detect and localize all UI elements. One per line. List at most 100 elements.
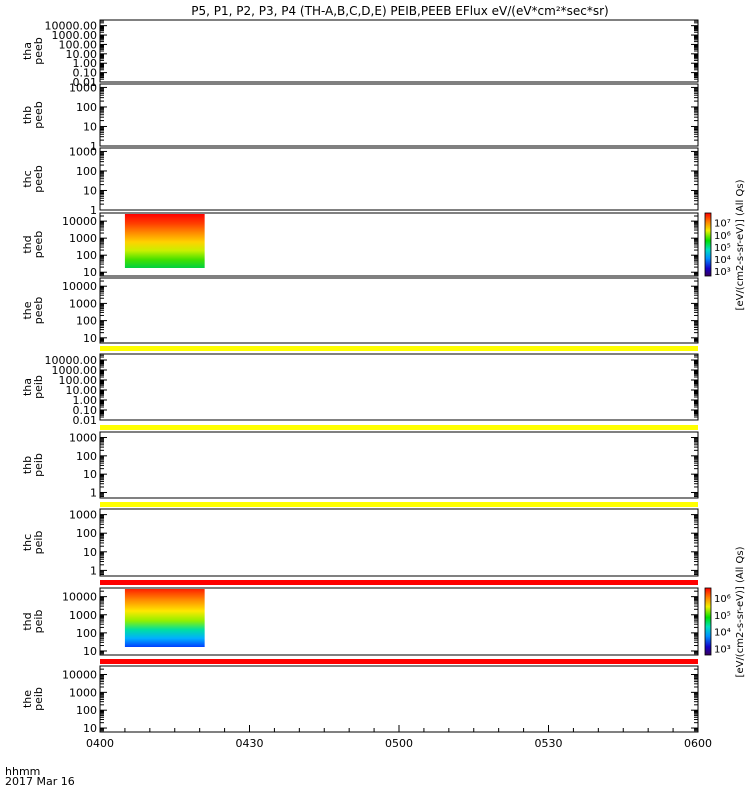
y-tick-label: 100 (76, 249, 97, 262)
y-tick-label: 0.10 (73, 67, 98, 80)
panel-frame (99, 431, 699, 499)
y-tick-label: 10 (83, 120, 97, 133)
panel-product-label: peeb (32, 297, 45, 325)
colorbar-label: [eV/(cm2-s-sr-eV)] (All Qs) (735, 179, 746, 310)
panel-frame (99, 277, 699, 344)
y-tick-label: 10000 (62, 215, 97, 228)
date-label: 2017 Mar 16 (5, 775, 75, 788)
y-tick-label: 1000 (69, 145, 97, 158)
colorbar-tick-label: 10⁵ (714, 611, 731, 622)
y-tick-label: 10 (83, 332, 97, 345)
colorbar-gradient (704, 212, 712, 277)
y-tick-label: 10 (83, 266, 97, 279)
y-tick-label: 1000.00 (52, 364, 98, 377)
colorbar-tick-label: 10⁶ (714, 594, 731, 605)
figure-title: P5, P1, P2, P3, P4 (TH-A,B,C,D,E) PEIB,P… (191, 4, 608, 18)
panel-frame (99, 83, 699, 147)
y-tick-label: 1000 (69, 81, 97, 94)
x-tick-label: 0430 (236, 737, 264, 750)
x-tick-label: 0530 (535, 737, 563, 750)
y-tick-label: 10000 (62, 669, 97, 682)
flag-bar (100, 659, 698, 664)
y-tick-label: 100 (76, 627, 97, 640)
panel-product-label: peib (32, 687, 45, 711)
colorbar: 10⁶ 10⁵ 10⁴ 10³ [eV/(cm2-s-sr-eV)] (All Qs) (704, 546, 746, 677)
y-tick-label: 10 (83, 722, 97, 735)
y-tick-label: 10000.00 (45, 20, 98, 33)
y-tick-label: 100.00 (59, 374, 98, 387)
y-tick-label: 10000 (62, 280, 97, 293)
y-tick-label: 10.00 (66, 48, 98, 61)
panel-product-label: peeb (32, 231, 45, 259)
y-tick-label: 1000 (69, 297, 97, 310)
panel-frame (99, 19, 699, 83)
flag-bar (100, 346, 698, 351)
panel-stack: 10000.001000.00100.0010.001.000.100.01th… (21, 19, 699, 735)
colorbar-tick-label: 10³ (714, 267, 731, 278)
y-tick-label: 1000 (69, 509, 97, 522)
y-tick-label: 1 (90, 564, 97, 577)
y-tick-label: 10 (83, 645, 97, 658)
panel-frame (99, 147, 699, 211)
y-tick-label: 1 (90, 486, 97, 499)
colorbar-tick-label: 10⁵ (714, 243, 731, 254)
y-tick-label: 1000 (69, 432, 97, 445)
colorbar-tick-label: 10⁶ (714, 231, 731, 242)
x-axis-label: hhmm (5, 765, 40, 778)
panel-product-label: peeb (32, 101, 45, 129)
panel-probe-label: thb (21, 106, 34, 124)
y-tick-label: 1000 (69, 609, 97, 622)
y-tick-label: 10000.00 (45, 354, 98, 367)
panel-product-label: peib (32, 531, 45, 555)
panel-product-label: peib (32, 375, 45, 399)
panel-probe-label: tha (21, 42, 34, 60)
spectrogram-block (124, 589, 205, 647)
y-tick-label: 100.00 (59, 38, 98, 51)
y-tick-label: 1 (90, 140, 97, 153)
flag-bar (100, 580, 698, 585)
y-tick-label: 10 (83, 546, 97, 559)
time-axis: 0400 0430 0500 0530 0600 (86, 725, 712, 750)
y-tick-label: 0.01 (73, 76, 98, 89)
panel-probe-label: thc (21, 170, 34, 187)
colorbar-label: [eV/(cm2-s-sr-eV)] (All Qs) (735, 546, 746, 677)
y-tick-label: 10 (83, 184, 97, 197)
panel-product-label: peib (32, 610, 45, 634)
y-tick-label: 100 (76, 704, 97, 717)
y-tick-label: 100 (76, 165, 97, 178)
y-tick-label: 1.00 (73, 394, 98, 407)
y-tick-label: 100 (76, 101, 97, 114)
y-tick-label: 100 (76, 450, 97, 463)
panel-frame (99, 508, 699, 577)
panel-probe-label: thd (21, 235, 34, 253)
panel-frame (99, 353, 699, 421)
y-tick-label: 10.00 (66, 384, 98, 397)
colorbar-tick-label: 10³ (714, 644, 731, 655)
panel-product-label: peeb (32, 165, 45, 193)
y-tick-label: 0.10 (73, 404, 98, 417)
x-tick-label: 0500 (385, 737, 413, 750)
y-tick-label: 1 (90, 204, 97, 217)
panel-probe-label: thd (21, 612, 34, 630)
panel-probe-label: the (21, 301, 34, 319)
spectrogram-block (124, 214, 205, 268)
y-tick-label: 10000 (62, 591, 97, 604)
panel-probe-label: thc (21, 534, 34, 551)
panel-product-label: peib (32, 453, 45, 477)
panel-probe-label: the (21, 690, 34, 708)
flag-bar (100, 425, 698, 430)
colorbar-tick-label: 10⁴ (714, 628, 731, 639)
panel-frame (99, 665, 699, 733)
y-tick-label: 1.00 (73, 57, 98, 70)
